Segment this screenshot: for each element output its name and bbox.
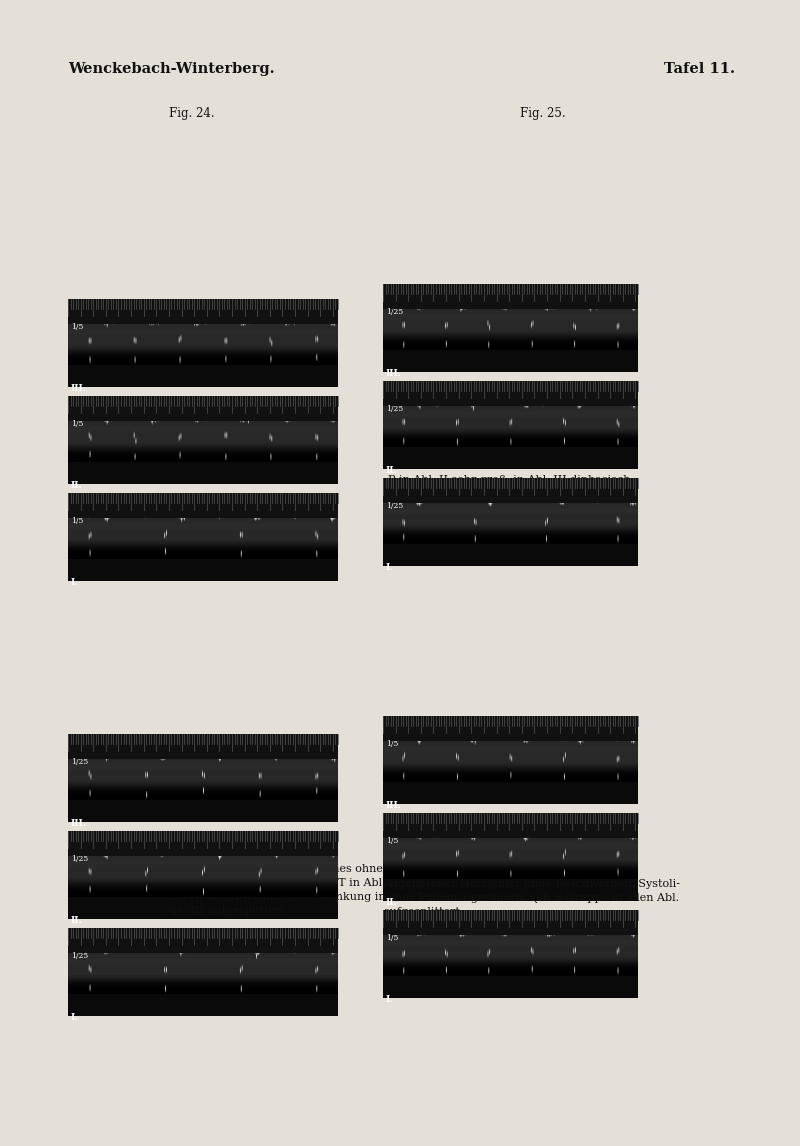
Text: 1/5: 1/5 — [386, 837, 398, 845]
Text: Wenckebach-Winterberg.: Wenckebach-Winterberg. — [68, 62, 274, 76]
Text: III.: III. — [71, 384, 87, 393]
Bar — [68, 493, 338, 518]
Bar — [68, 733, 338, 759]
Text: Fig. 27.: Fig. 27. — [520, 542, 566, 555]
Bar — [68, 299, 338, 323]
Text: 1/5: 1/5 — [386, 934, 398, 942]
Text: 1/5: 1/5 — [71, 517, 83, 525]
Text: 1/5: 1/5 — [71, 323, 83, 331]
Text: II.: II. — [386, 466, 398, 474]
Text: III.: III. — [386, 369, 402, 378]
Bar — [383, 380, 638, 406]
Bar — [383, 910, 638, 998]
Bar — [383, 284, 638, 308]
Text: Fig. 26.: Fig. 26. — [169, 542, 215, 555]
Bar — [68, 397, 338, 421]
Bar — [68, 831, 338, 919]
Bar — [383, 716, 638, 804]
Bar — [68, 493, 338, 581]
Text: III.: III. — [386, 801, 402, 810]
Text: II.: II. — [71, 916, 82, 925]
Text: Ekg eines 65 Jahre alten Mannes ohne Herz-
symptome. Q in Abl. II positiv, T in : Ekg eines 65 Jahre alten Mannes ohne Her… — [165, 864, 418, 916]
Bar — [68, 928, 338, 952]
Bar — [68, 831, 338, 856]
Text: 1/25: 1/25 — [386, 502, 403, 510]
Text: Angeborener Herzfehler ohne Beschwerden. Systoli-
sches Pulmonalgeraüsch. Q R S-: Angeborener Herzfehler ohne Beschwerden.… — [383, 879, 680, 917]
Text: 1/25: 1/25 — [386, 308, 403, 316]
Text: 1/25: 1/25 — [71, 758, 88, 766]
Bar — [68, 928, 338, 1017]
Bar — [383, 716, 638, 740]
Bar — [383, 380, 638, 469]
Text: Fig. 24.: Fig. 24. — [169, 107, 215, 120]
Text: II.: II. — [386, 898, 398, 906]
Bar — [383, 478, 638, 503]
Bar — [383, 478, 638, 566]
Bar — [68, 733, 338, 822]
Text: Tafel 11.: Tafel 11. — [665, 62, 735, 76]
Text: 1/5: 1/5 — [71, 419, 83, 427]
Text: III.: III. — [71, 819, 87, 829]
Bar — [383, 284, 638, 372]
Bar — [383, 813, 638, 838]
Text: Fig. 25.: Fig. 25. — [520, 107, 566, 120]
Text: 1/25: 1/25 — [386, 405, 403, 413]
Text: 1/5: 1/5 — [386, 740, 398, 747]
Text: 1/25: 1/25 — [71, 952, 88, 959]
Bar — [68, 299, 338, 387]
Text: I.: I. — [386, 995, 394, 1004]
Bar — [68, 397, 338, 484]
Text: I.: I. — [71, 1013, 78, 1022]
Text: I.: I. — [71, 578, 78, 587]
Bar — [383, 813, 638, 901]
Text: II.: II. — [71, 481, 82, 490]
Text: 1/25: 1/25 — [71, 855, 88, 863]
Bar — [383, 910, 638, 935]
Text: Ekg bei Mitralstenose.

P in Abl. II sehr groß, in Abl. III diphasisch.: Ekg bei Mitralstenose. P in Abl. II sehr… — [388, 447, 634, 485]
Text: Rechtstypus des Ekg bei Mitralstenose.
P sehr groß, in Abl. III diphasisch,
T in: Rechtstypus des Ekg bei Mitralstenose. P… — [81, 429, 303, 468]
Text: I.: I. — [386, 563, 394, 572]
